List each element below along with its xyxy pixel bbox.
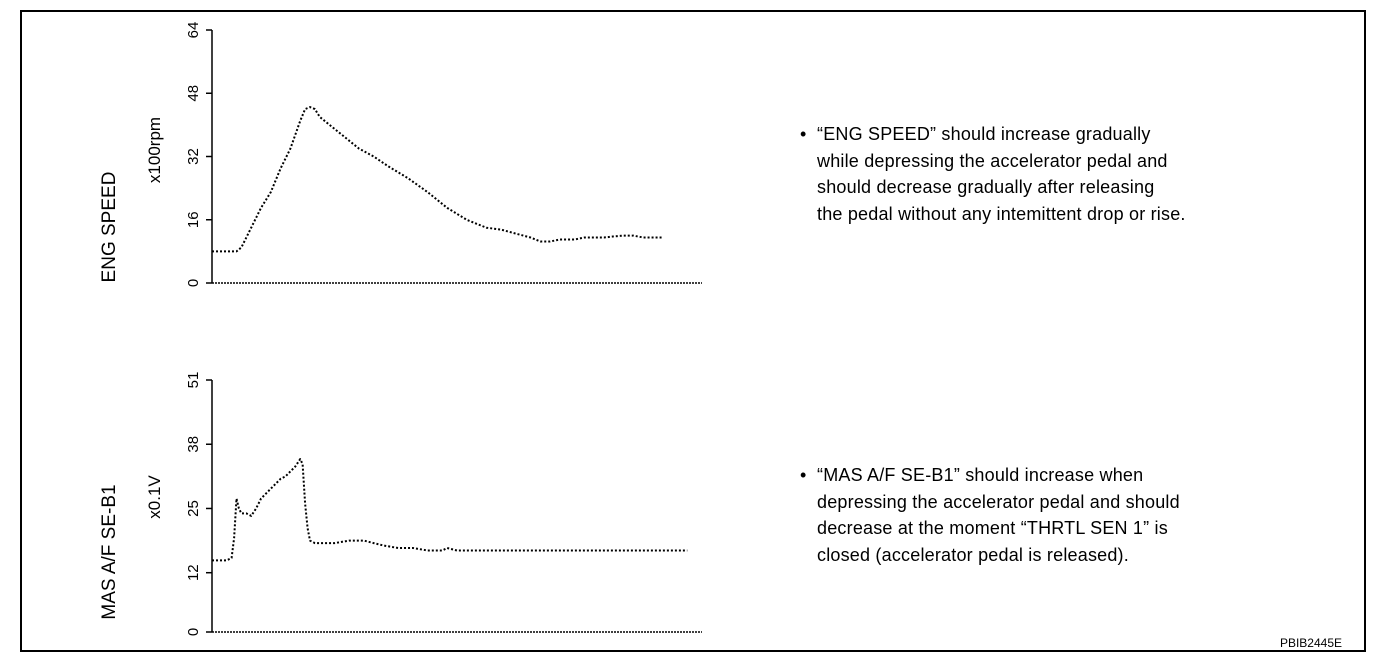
chart-2: 0 12 25 38 51 MAS A/F SE-B1 x0.1V	[99, 372, 702, 636]
chart-1: 0 16 32 48 64 ENG SPEED x100rpm	[99, 22, 702, 287]
figure-frame	[20, 10, 1366, 652]
series-line	[212, 106, 663, 253]
y-tick-label: 0	[185, 628, 202, 636]
y-axis-unit: x0.1V	[145, 475, 164, 519]
bullet-icon: •	[800, 124, 807, 144]
y-tick-label: 51	[185, 372, 202, 389]
note-line: should decrease gradually after releasin…	[817, 177, 1155, 197]
note-line: depressing the accelerator pedal and sho…	[817, 491, 1180, 512]
note-line: decrease at the moment “THRTL SEN 1” is	[817, 518, 1168, 538]
eng-speed-note: • “ENG SPEED” should increase gradually …	[800, 121, 1186, 227]
note-line: while depressing the accelerator pedal a…	[817, 150, 1168, 171]
y-tick-label: 38	[185, 436, 202, 453]
figure-code: PBIB2445E	[1279, 636, 1342, 650]
note-line: “ENG SPEED” should increase gradually	[817, 124, 1151, 144]
y-tick-label: 48	[185, 85, 202, 102]
note-line: “MAS A/F SE-B1” should increase when	[817, 465, 1144, 485]
y-tick-label: 25	[185, 500, 202, 517]
y-tick-label: 12	[185, 564, 202, 581]
mas-af-note: • “MAS A/F SE-B1” should increase when d…	[800, 462, 1180, 568]
note-line: the pedal without any intemittent drop o…	[817, 203, 1186, 224]
y-axis-label: MAS A/F SE-B1	[99, 484, 120, 619]
note-line: closed (accelerator pedal is released).	[817, 544, 1129, 565]
y-tick-label: 16	[185, 211, 202, 228]
y-tick-label: 32	[185, 148, 202, 165]
y-tick-label: 0	[185, 279, 202, 287]
y-axis-label: ENG SPEED	[99, 172, 120, 283]
series-line	[212, 458, 688, 562]
y-axis-unit: x100rpm	[145, 117, 164, 183]
bullet-icon: •	[800, 465, 807, 485]
y-tick-label: 64	[185, 22, 202, 39]
